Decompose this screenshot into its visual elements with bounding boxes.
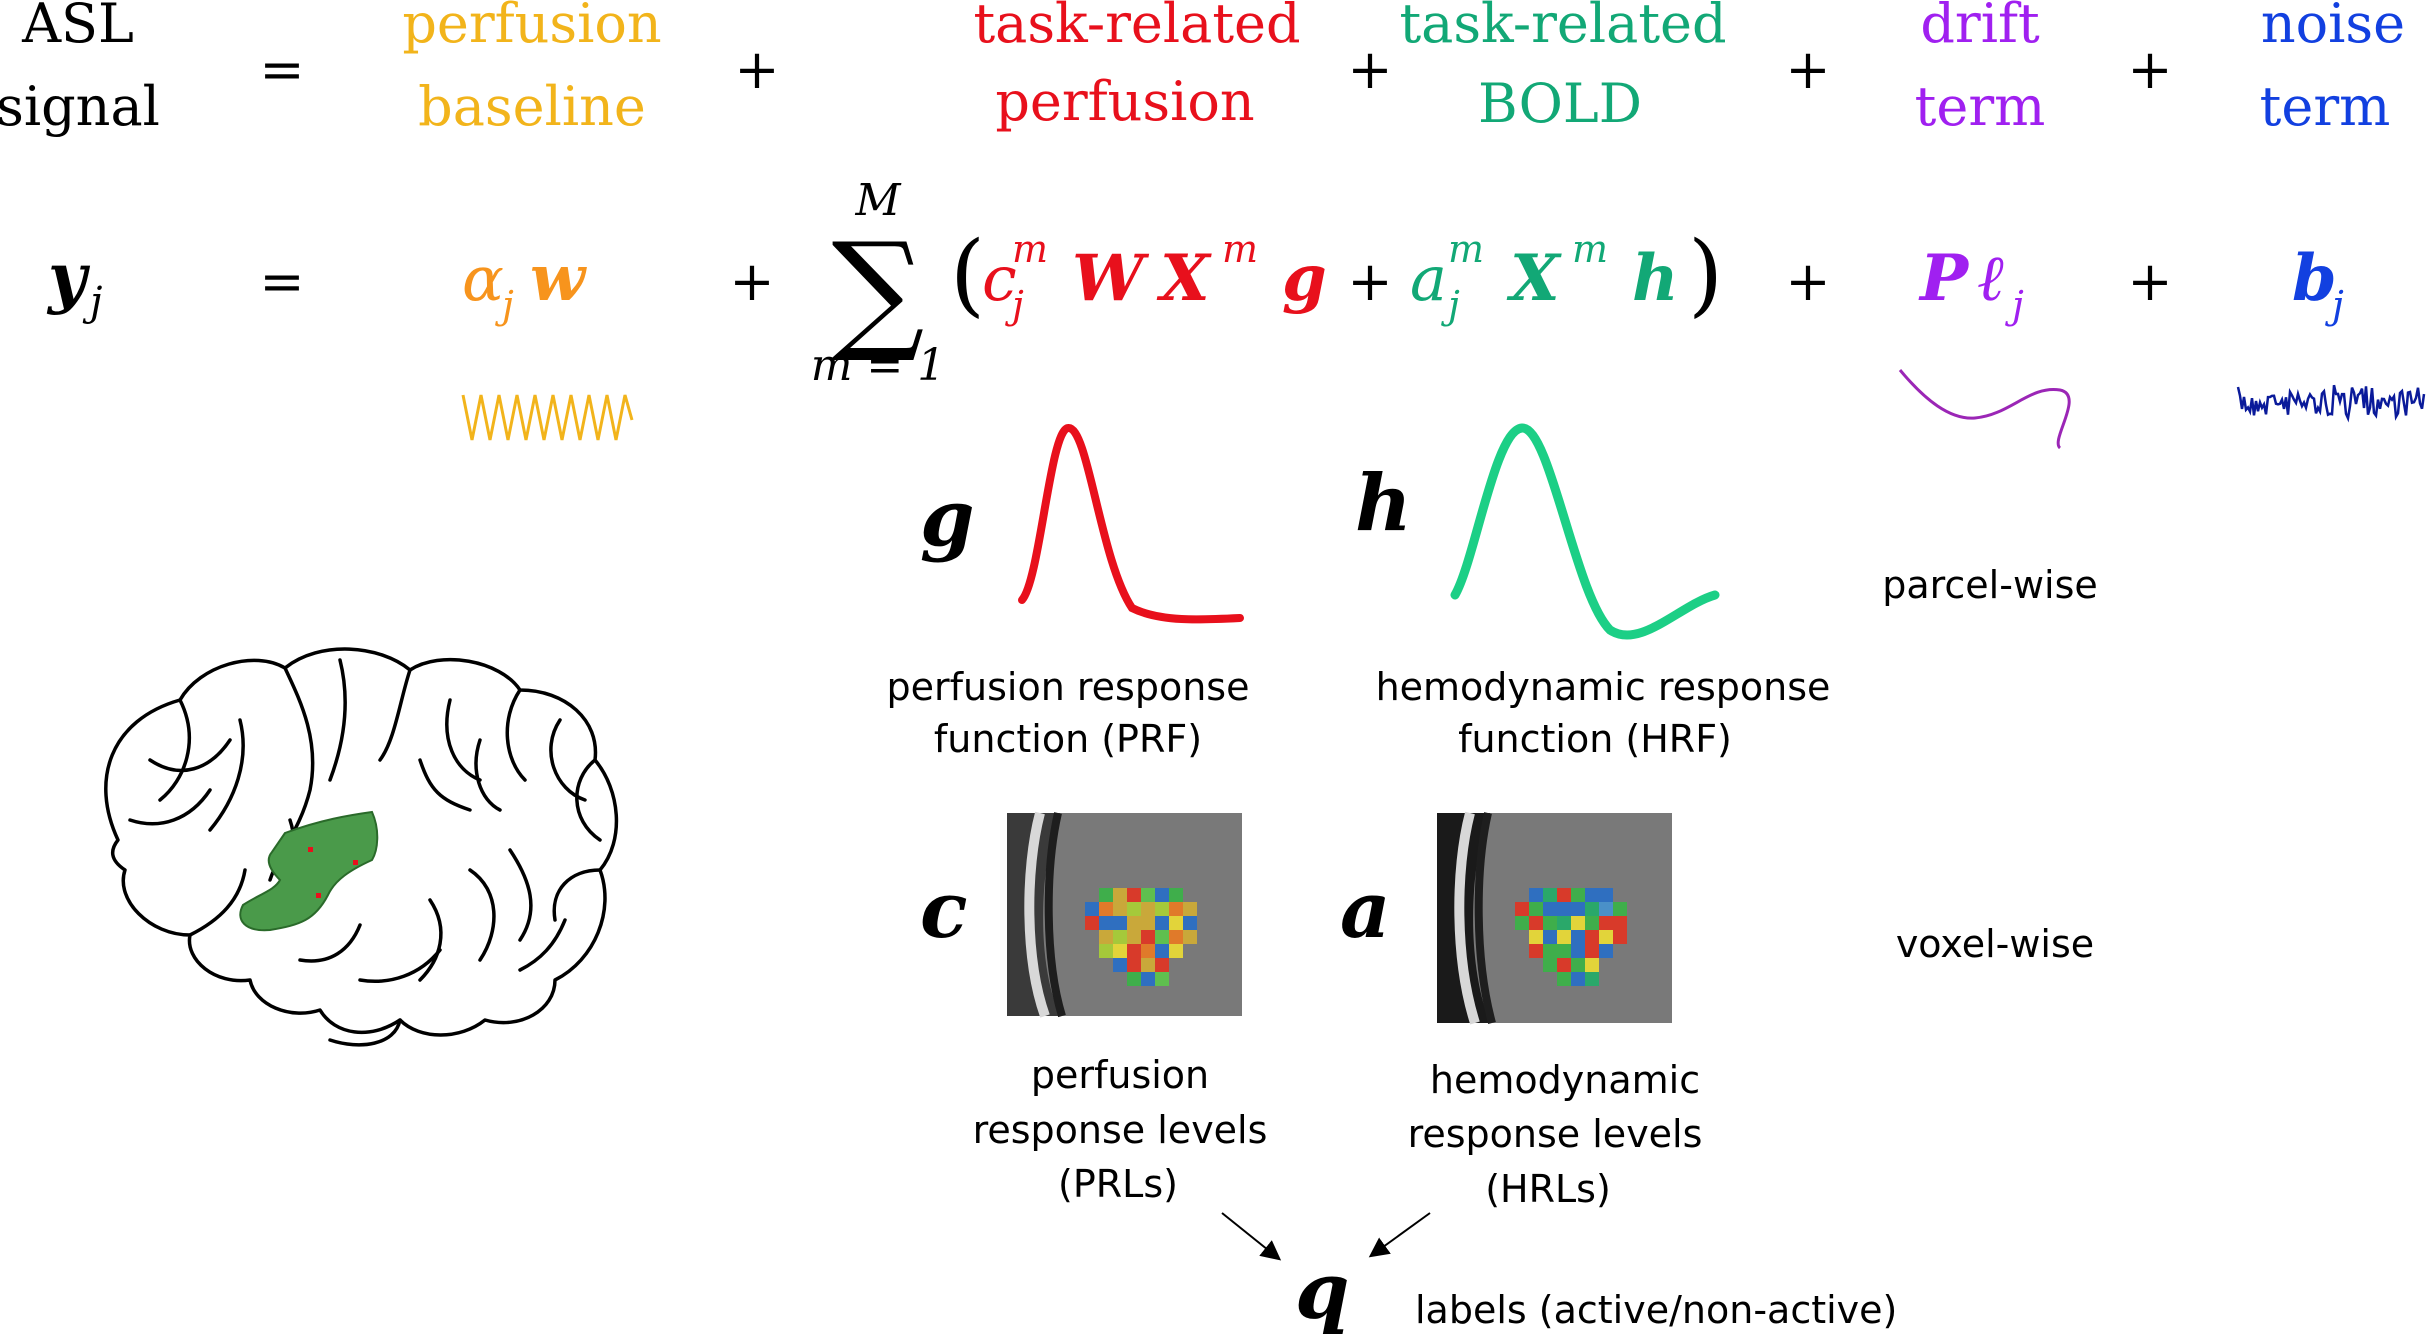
- noise-term-label-line2: term: [2260, 75, 2391, 138]
- prl-caption-line3: (PRLs): [1058, 1162, 1178, 1206]
- task-perfusion-label-line2: perfusion: [995, 70, 1254, 133]
- noise-term-label-line1: noise: [2261, 0, 2405, 55]
- eq-alpha: α: [462, 242, 504, 315]
- task-bold-label-line1: task-related: [1399, 0, 1726, 55]
- arrow-prl-to-q: [1221, 1212, 1282, 1261]
- noise-signal-icon: [2236, 384, 2426, 423]
- eq-c-sup-m: m: [1012, 227, 1048, 271]
- h-symbol: h: [1355, 458, 1412, 549]
- hrf-caption-line1: hemodynamic response: [1376, 665, 1831, 709]
- task-perfusion-label-line1: task-related: [973, 0, 1300, 55]
- perfusion-baseline-label-line2: baseline: [418, 75, 646, 138]
- header-plus-2: +: [1347, 38, 1392, 101]
- response-levels: c a voxel-wise perfusion response levels…: [920, 811, 2094, 1211]
- eq-sum-symbol: ∑: [832, 214, 925, 366]
- eq-w: w: [530, 241, 587, 316]
- eq-lhs-y: y: [46, 238, 91, 316]
- c-symbol: c: [920, 865, 968, 956]
- arrow-hrl-to-q: [1368, 1212, 1431, 1258]
- eq-b: b: [2292, 241, 2337, 316]
- prf-caption-line1: perfusion response: [887, 665, 1250, 709]
- q-symbol: q: [1295, 1246, 1350, 1337]
- voxel-wise-label: voxel-wise: [1896, 922, 2094, 966]
- hrl-caption-line2: response levels: [1408, 1112, 1703, 1156]
- task-bold-label-line2: BOLD: [1478, 72, 1642, 135]
- prf-curve-icon: [1018, 424, 1244, 624]
- equation-row: y j = α j w + M ∑ m = 1 ( c m j W X m g …: [46, 175, 2344, 391]
- drift-term-label-line2: term: [1915, 75, 2046, 138]
- eq-ell: ℓ: [1978, 241, 2005, 316]
- eq-g: g: [1282, 241, 1327, 316]
- header-plus-4: +: [2127, 38, 2172, 101]
- brain-parcel-region: [239, 810, 379, 932]
- prf-caption-line2: function (PRF): [934, 717, 1202, 761]
- eq-a-sup-m: m: [1448, 227, 1484, 271]
- hrl-caption-line3: (HRLs): [1485, 1167, 1611, 1211]
- eq-close-paren: ): [1688, 222, 1723, 327]
- eq-plus-inner: +: [1347, 250, 1392, 313]
- eq-sum-upper: M: [854, 175, 901, 226]
- eq-P: P: [1918, 241, 1970, 316]
- eq-sum-lower: m = 1: [811, 340, 946, 391]
- eq-c: c: [982, 242, 1017, 315]
- response-functions: g h perfusion response function (PRF) he…: [887, 423, 2098, 761]
- asl-signal-label-line2: signal: [0, 75, 160, 138]
- header-row: ASL signal = perfusion baseline + task-r…: [0, 0, 2405, 138]
- asl-signal-label-line1: ASL: [21, 0, 134, 55]
- hrl-caption-line1: hemodynamic: [1430, 1058, 1700, 1102]
- header-plus-3: +: [1785, 38, 1830, 101]
- eq-W: W: [1072, 241, 1150, 316]
- labels-caption: labels (active/non-active): [1415, 1288, 1897, 1332]
- eq-plus-2: +: [1785, 250, 1830, 313]
- eq-X-red: X: [1156, 241, 1212, 316]
- g-symbol: g: [920, 473, 975, 564]
- header-equals: =: [259, 38, 304, 101]
- eq-open-paren: (: [950, 222, 985, 327]
- eq-ell-sub-j: j: [2005, 283, 2024, 327]
- eq-X-red-sup-m: m: [1222, 227, 1258, 271]
- perfusion-baseline-label-line1: perfusion: [402, 0, 661, 55]
- prl-slice-image: [1007, 811, 1242, 1018]
- eq-X-green-sup-m: m: [1572, 227, 1608, 271]
- eq-plus-3: +: [2127, 250, 2172, 313]
- hrl-slice-image: [1437, 811, 1672, 1025]
- eq-X-green: X: [1506, 241, 1562, 316]
- header-plus-1: +: [734, 38, 779, 101]
- drift-term-label-line1: drift: [1920, 0, 2040, 55]
- hrf-curve-icon: [1450, 423, 1720, 640]
- baseline-zigzag-icon: [461, 394, 634, 441]
- parcel-wise-label: parcel-wise: [1882, 563, 2098, 607]
- hrf-caption-line2: function (HRF): [1458, 717, 1732, 761]
- eq-equals: =: [259, 250, 304, 313]
- eq-a: a: [1410, 242, 1447, 315]
- prl-caption-line2: response levels: [973, 1108, 1268, 1152]
- eq-h: h: [1632, 241, 1679, 316]
- prl-caption-line1: perfusion: [1031, 1053, 1209, 1097]
- brain-parcel-points: [308, 847, 358, 898]
- drift-curve-icon: [1898, 369, 2071, 450]
- a-symbol: a: [1340, 865, 1391, 956]
- eq-plus-1: +: [729, 250, 774, 313]
- brain-illustration: [104, 647, 619, 1047]
